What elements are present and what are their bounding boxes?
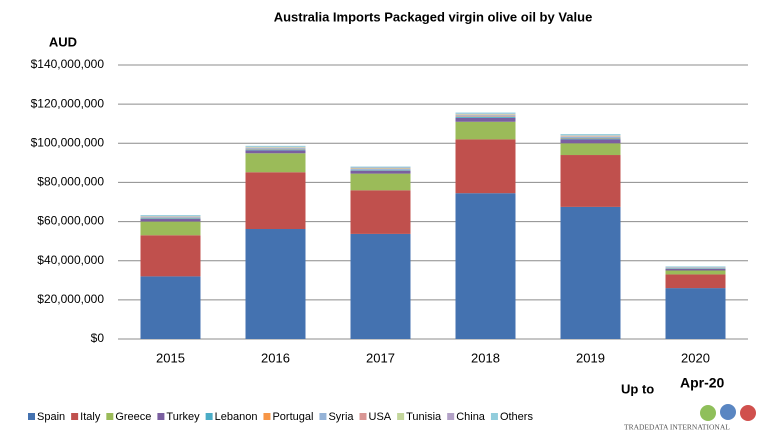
y-tick-label: $140,000,000	[31, 57, 105, 71]
bar-segment	[560, 139, 621, 144]
note-prefix: Up to	[621, 381, 654, 396]
bar-segment	[245, 149, 306, 151]
bar-segment	[560, 135, 621, 137]
legend-label: Greece	[115, 411, 151, 423]
bar-segment	[140, 215, 201, 217]
logo	[700, 404, 756, 421]
bar-segment	[245, 145, 306, 147]
legend-label: Lebanon	[215, 411, 258, 423]
y-tick-label: $60,000,000	[37, 214, 104, 228]
x-tick-label: 2015	[156, 350, 185, 365]
bar-segment	[455, 117, 516, 122]
bar-segment	[455, 139, 516, 194]
bar-segment	[665, 270, 726, 275]
bar-segment	[665, 274, 726, 289]
x-tick-label: 2019	[576, 350, 605, 365]
bar-segment	[350, 166, 411, 168]
bar-segment	[455, 115, 516, 117]
y-tick-label: $80,000,000	[37, 175, 104, 189]
bar-segment	[350, 170, 411, 174]
note-period: Apr-20	[680, 375, 725, 391]
bar-segment	[665, 268, 726, 269]
bar-segment	[560, 143, 621, 156]
bar-segment	[140, 235, 201, 277]
legend-label: Tunisia	[406, 411, 442, 423]
bar-segment	[560, 155, 621, 207]
legend-label: Turkey	[166, 411, 200, 423]
bar-segment	[140, 221, 201, 236]
legend-label: Syria	[328, 411, 354, 423]
bar-segment	[560, 206, 621, 339]
brand: TRADEDATA INTERNATIONAL	[624, 423, 730, 432]
legend-label: Others	[500, 411, 534, 423]
legend-swatch	[106, 413, 114, 420]
bar-segment	[245, 153, 306, 173]
bar-segment	[455, 121, 516, 140]
legend-label: USA	[369, 411, 392, 423]
x-tick-label: 2020	[681, 350, 710, 365]
logo-globe	[740, 405, 756, 421]
bar-segment	[245, 147, 306, 148]
bar-segment	[665, 268, 726, 271]
logo-globe	[720, 404, 736, 420]
legend-swatch	[71, 413, 79, 420]
legend-label: Portugal	[272, 411, 313, 423]
bar-segment	[560, 136, 621, 139]
bar-segment	[350, 190, 411, 234]
y-tick-label: $40,000,000	[37, 253, 104, 267]
bar-segment	[140, 217, 201, 219]
bar-segment	[245, 229, 306, 339]
y-tick-label: $100,000,000	[31, 135, 105, 149]
bar-segment	[245, 172, 306, 230]
legend-swatch	[359, 413, 367, 420]
bar-segment	[350, 170, 411, 171]
legend-label: Spain	[37, 411, 65, 423]
y-tick-label: $120,000,000	[31, 96, 105, 110]
bar-segment	[245, 148, 306, 150]
x-tick-label: 2018	[471, 350, 500, 365]
y-tick-label: $20,000,000	[37, 292, 104, 306]
legend-swatch	[157, 413, 165, 420]
legend-swatch	[319, 413, 327, 420]
legend-swatch	[263, 413, 271, 420]
bar-segment	[140, 276, 201, 339]
bar-segment	[560, 138, 621, 140]
bar-segment	[455, 114, 516, 115]
legend-label: Italy	[80, 411, 101, 423]
bar-segment	[665, 266, 726, 267]
bar-segment	[455, 112, 516, 114]
bar-segment	[350, 173, 411, 191]
y-axis-label: AUD	[49, 34, 77, 49]
bar-segment	[350, 167, 411, 169]
bar-segment	[560, 136, 621, 137]
x-tick-label: 2016	[261, 350, 290, 365]
bar-segment	[140, 218, 201, 220]
bar-segment	[455, 116, 516, 118]
legend-swatch	[490, 413, 498, 420]
bar-segment	[455, 193, 516, 339]
bar-segment	[455, 114, 516, 116]
legend-swatch	[28, 413, 35, 420]
bar-segment	[350, 233, 411, 339]
chart-title: Australia Imports Packaged virgin olive …	[274, 9, 593, 24]
bar-segment	[350, 168, 411, 170]
legend-swatch	[397, 413, 405, 420]
legend-swatch	[447, 413, 455, 420]
bar-segment	[560, 134, 621, 136]
legend-swatch	[205, 413, 213, 420]
bar-segment	[140, 219, 201, 222]
logo-globe	[700, 405, 716, 421]
legend-label: China	[456, 411, 486, 423]
y-tick-label: $0	[91, 331, 105, 345]
bar-segment	[245, 150, 306, 154]
x-tick-label: 2017	[366, 350, 395, 365]
bar-segment	[665, 267, 726, 269]
bar-segment	[665, 288, 726, 339]
